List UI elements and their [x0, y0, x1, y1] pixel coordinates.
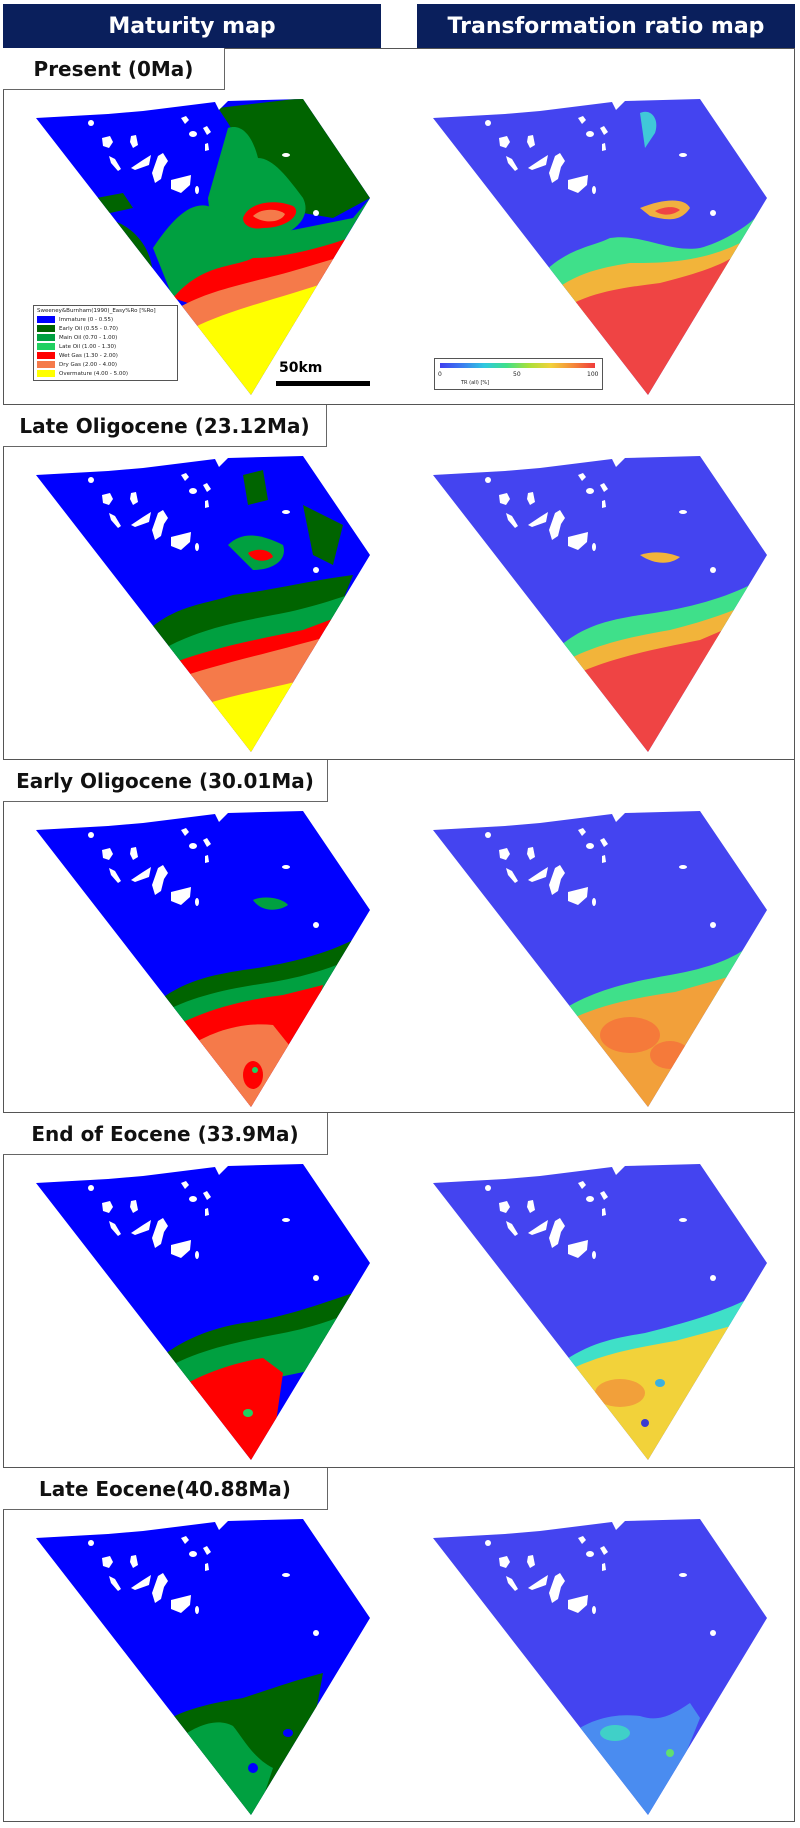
maturity-map: [36, 1164, 370, 1460]
maturity-map: [36, 811, 370, 1107]
tr-tick-max: 100: [587, 371, 599, 378]
figure-frame: [3, 48, 795, 1822]
section-label: Late Eocene(40.88Ma): [3, 1468, 328, 1510]
maturity-map: [36, 99, 370, 395]
tr-map: [433, 1164, 767, 1460]
legend-item-wet-gas: Wet Gas (1.30 - 2.00): [37, 351, 174, 360]
tr-tick-mid: 50: [513, 371, 521, 378]
legend-item-early-oil: Early Oil (0.55 - 0.70): [37, 324, 174, 333]
maturity-map-header: Maturity map: [3, 4, 381, 48]
section-label: End of Eocene (33.9Ma): [3, 1113, 328, 1155]
legend-item-late-oil: Late Oil (1.00 - 1.30): [37, 342, 174, 351]
section-end-of-eocene: End of Eocene (33.9Ma): [3, 1113, 795, 1468]
tr-map-header: Transformation ratio map: [417, 4, 795, 48]
legend-item-immature: Immature (0 - 0.55): [37, 315, 174, 324]
tr-tick-min: 0: [438, 371, 442, 378]
tr-map: [433, 1519, 767, 1815]
legend-item-dry-gas: Dry Gas (2.00 - 4.00): [37, 360, 174, 369]
section-late-oligocene: Late Oligocene (23.12Ma): [3, 405, 795, 760]
tr-unit-label: TR (all) [%]: [461, 380, 490, 386]
section-label: Late Oligocene (23.12Ma): [3, 405, 327, 447]
legend-item-main-oil: Main Oil (0.70 - 1.00): [37, 333, 174, 342]
tr-map: [433, 99, 767, 395]
maturity-map: [36, 1519, 370, 1815]
tr-colorbar-legend: 0 50 100 TR (all) [%]: [434, 358, 603, 390]
maturity-legend: Sweeney&Burnham(1990)_Easy%Ro [%Ro] Imma…: [33, 305, 178, 381]
legend-item-overmature: Overmature (4.00 - 5.00): [37, 369, 174, 378]
maturity-map: [36, 456, 370, 752]
tr-map: [433, 811, 767, 1107]
section-late-eocene: Late Eocene(40.88Ma): [3, 1468, 795, 1822]
section-early-oligocene: Early Oligocene (30.01Ma): [3, 760, 795, 1113]
scale-bar-label: 50km: [279, 360, 323, 376]
section-label: Present (0Ma): [3, 48, 225, 90]
scale-bar: [276, 381, 370, 386]
section-label: Early Oligocene (30.01Ma): [3, 760, 328, 802]
tr-colorbar: [440, 363, 595, 368]
section-present: Present (0Ma) Sweeney: [3, 48, 795, 405]
maturity-legend-title: Sweeney&Burnham(1990)_Easy%Ro [%Ro]: [37, 308, 156, 314]
tr-map: [433, 456, 767, 752]
